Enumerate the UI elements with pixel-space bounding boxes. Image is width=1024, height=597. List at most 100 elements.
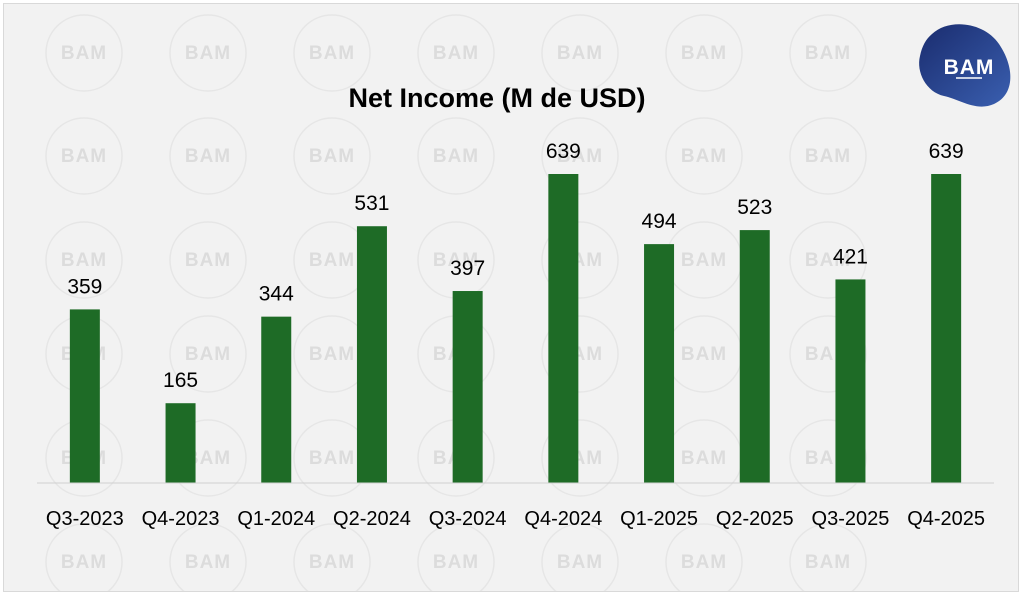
watermark-text: BAM <box>61 146 107 167</box>
watermark-ring <box>417 14 495 92</box>
bars-group <box>69 174 962 484</box>
category-label: Q1-2025 <box>620 508 698 530</box>
category-label: Q4-2025 <box>907 508 985 530</box>
value-label: 523 <box>737 196 772 219</box>
bar-q4-2025 <box>931 174 962 483</box>
chart-frame: BAM BAM BAM BAM BAM BAM BAM BAM BAM BAM BAM BAM BAM B… <box>3 3 1019 592</box>
bar-q2-2024 <box>356 226 387 484</box>
watermark-text: BAM <box>681 448 727 469</box>
value-label: 359 <box>67 275 102 298</box>
net-income-bar-chart: BAM BAM BAM BAM BAM BAM BAM BAM BAM BAM BAM BAM BAM B… <box>37 14 1011 591</box>
watermark-ring <box>541 419 619 497</box>
bar-q1-2025 <box>644 244 675 483</box>
watermark-text: BAM <box>805 146 851 167</box>
watermark-text: BAM <box>185 250 231 271</box>
watermark-ring <box>293 14 371 92</box>
category-label: Q4-2024 <box>524 508 602 530</box>
watermark-ring <box>541 221 619 299</box>
watermark-text: BAM <box>61 250 107 271</box>
chart-title: Net Income (M de USD) <box>348 83 645 113</box>
value-label: 397 <box>450 257 485 280</box>
watermark-ring <box>45 14 123 92</box>
watermark-text: BAM <box>681 552 727 573</box>
watermark-text: BAM <box>433 43 479 64</box>
bar-q4-2023 <box>165 403 196 483</box>
watermark-ring <box>541 315 619 393</box>
watermark-ring <box>789 117 867 195</box>
watermark-text: BAM <box>433 250 479 271</box>
bar-q1-2024 <box>261 316 292 483</box>
watermark-layer: BAM BAM BAM BAM BAM BAM BAM BAM BAM BAM BAM BAM BAM B… <box>45 14 867 591</box>
watermark-ring <box>293 523 371 591</box>
watermark-text: BAM <box>309 552 355 573</box>
category-label: Q3-2024 <box>429 508 507 530</box>
watermark-text: BAM <box>433 146 479 167</box>
category-label: Q2-2024 <box>333 508 411 530</box>
value-label: 531 <box>354 192 389 215</box>
watermark-text: BAM <box>557 552 603 573</box>
watermark-ring <box>665 117 743 195</box>
watermark-text: BAM <box>805 552 851 573</box>
watermark-text: BAM <box>61 43 107 64</box>
category-labels-group: Q3-2023 Q4-2023 Q1-2024 Q2-2024 Q3-2024 Q4-20… <box>46 508 985 530</box>
bar-q3-2023 <box>69 309 100 483</box>
watermark-text: BAM <box>61 552 107 573</box>
watermark-ring <box>169 117 247 195</box>
watermark-text: BAM <box>185 43 231 64</box>
bar-q2-2025 <box>739 230 770 483</box>
watermark-text: BAM <box>185 146 231 167</box>
bam-logo-text: BAM <box>944 56 995 79</box>
value-labels-group: 359 165 344 531 397 639 494 523 421 639 <box>67 140 963 392</box>
watermark-ring <box>789 221 867 299</box>
watermark-ring <box>169 221 247 299</box>
value-label: 639 <box>929 140 964 163</box>
watermark-ring <box>169 14 247 92</box>
watermark-ring <box>541 523 619 591</box>
category-label: Q3-2023 <box>46 508 124 530</box>
watermark-text: BAM <box>185 552 231 573</box>
value-label: 639 <box>546 140 581 163</box>
watermark-text: BAM <box>309 146 355 167</box>
watermark-ring <box>541 14 619 92</box>
watermark-ring <box>45 221 123 299</box>
bar-q3-2025 <box>835 279 866 483</box>
watermark-text: BAM <box>309 250 355 271</box>
category-label: Q3-2025 <box>812 508 890 530</box>
watermark-ring <box>541 117 619 195</box>
value-label: 494 <box>642 210 677 233</box>
watermark-ring <box>665 523 743 591</box>
watermark-text: BAM <box>557 43 603 64</box>
value-label: 165 <box>163 369 198 392</box>
watermark-ring <box>169 523 247 591</box>
watermark-ring <box>789 315 867 393</box>
category-label: Q2-2025 <box>716 508 794 530</box>
category-label: Q1-2024 <box>237 508 315 530</box>
bam-logo: BAM <box>919 24 1011 107</box>
watermark-text: BAM <box>805 250 851 271</box>
watermark-text: BAM <box>681 146 727 167</box>
watermark-text: BAM <box>309 448 355 469</box>
bar-q3-2024 <box>452 291 483 483</box>
watermark-ring <box>417 117 495 195</box>
watermark-text: BAM <box>681 344 727 365</box>
value-label: 421 <box>833 245 868 268</box>
watermark-text: BAM <box>805 43 851 64</box>
watermark-text: BAM <box>309 344 355 365</box>
watermark-ring <box>45 523 123 591</box>
watermark-text: BAM <box>185 344 231 365</box>
watermark-text: BAM <box>681 250 727 271</box>
value-label: 344 <box>259 283 294 306</box>
watermark-text: BAM <box>433 552 479 573</box>
watermark-text: BAM <box>681 43 727 64</box>
watermark-ring <box>789 14 867 92</box>
watermark-ring <box>789 523 867 591</box>
watermark-ring <box>45 117 123 195</box>
bar-q4-2024 <box>548 174 579 483</box>
watermark-ring <box>169 315 247 393</box>
watermark-ring <box>789 419 867 497</box>
category-label: Q4-2023 <box>142 508 220 530</box>
bam-logo-blob <box>919 24 1011 107</box>
watermark-text: BAM <box>185 448 231 469</box>
watermark-text: BAM <box>309 43 355 64</box>
watermark-ring <box>417 523 495 591</box>
